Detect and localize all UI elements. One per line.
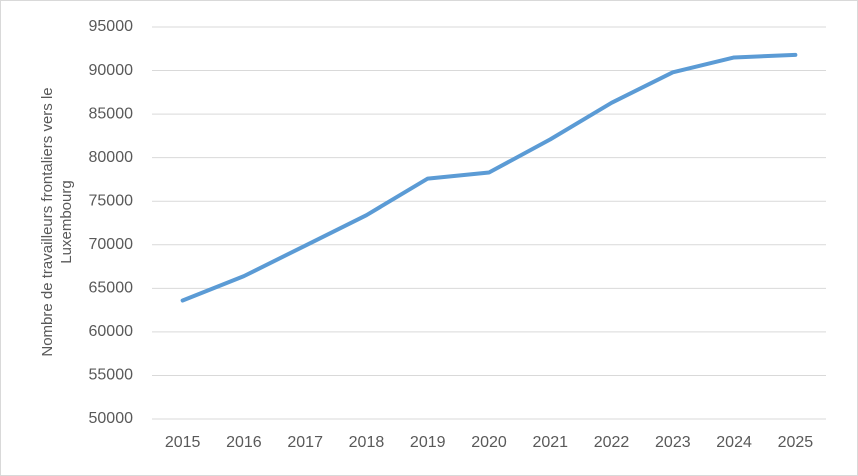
x-tick-label: 2017 xyxy=(287,434,323,451)
y-tick-label: 70000 xyxy=(89,236,134,253)
data-line xyxy=(180,52,798,303)
y-tick-label: 55000 xyxy=(89,367,134,384)
x-tick-label: 2021 xyxy=(532,434,568,451)
y-tick-label: 90000 xyxy=(89,62,134,79)
y-tick-label: 50000 xyxy=(89,410,134,427)
y-tick-label: 65000 xyxy=(89,280,134,297)
y-tick-label: 60000 xyxy=(89,323,134,340)
x-tick-label: 2019 xyxy=(410,434,446,451)
y-axis-title: Nombre de travailleurs frontaliers vers … xyxy=(39,87,75,357)
y-tick-label: 80000 xyxy=(89,149,134,166)
x-tick-label: 2023 xyxy=(655,434,691,451)
x-tick-label: 2015 xyxy=(165,434,201,451)
x-tick-label: 2024 xyxy=(716,434,752,451)
x-tick-label: 2016 xyxy=(226,434,262,451)
y-tick-label: 85000 xyxy=(89,105,134,122)
x-tick-label: 2018 xyxy=(349,434,385,451)
x-tick-label: 2020 xyxy=(471,434,507,451)
x-tick-label: 2022 xyxy=(594,434,630,451)
y-tick-label: 75000 xyxy=(89,192,134,209)
y-tick-label: 95000 xyxy=(89,18,134,35)
x-tick-label: 2025 xyxy=(778,434,814,451)
